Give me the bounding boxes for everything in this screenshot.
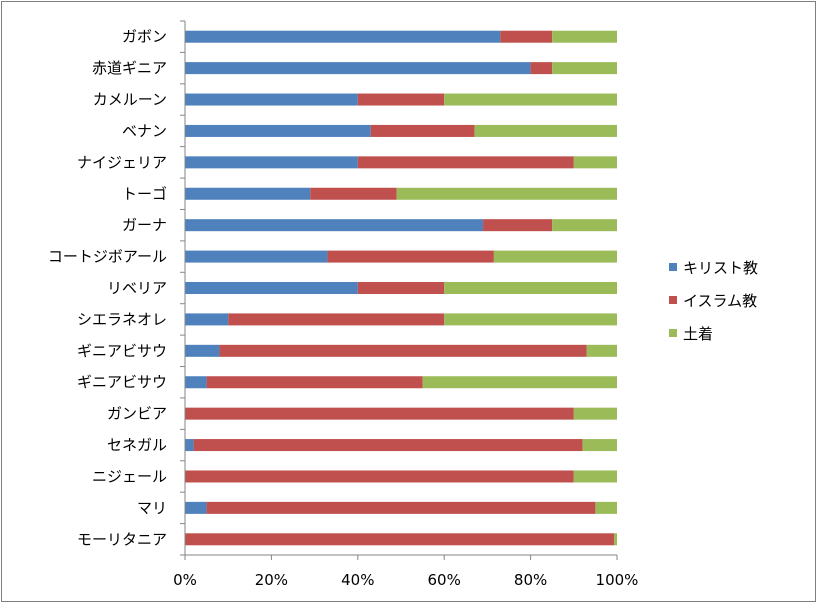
x-tick-label: 100% [596,571,639,589]
bar-segment-3 [552,62,617,75]
bar-segment-3 [396,187,617,200]
bar-segment-3 [582,439,617,452]
bar-segment-2 [500,30,553,43]
bar-segment-3 [573,156,617,169]
tick-labels: 0% 20% 40% 60% 80% 100% [173,571,638,589]
bar-segment-1 [185,439,194,452]
legend-label: キリスト教 [683,259,758,277]
bar-segment-3 [552,30,617,43]
legend-label: 土着 [683,325,713,343]
bar-segment-2 [370,124,475,137]
bar-segment-1 [185,187,311,200]
bar-segment-1 [185,313,229,326]
bar-segment-3 [573,407,617,420]
bar-segment-2 [206,501,596,514]
x-tick-label: 60% [428,571,461,589]
bar-segment-1 [185,219,484,232]
bar-segment-2 [357,282,445,294]
bar-segment-2 [185,470,574,483]
category-label: ギニアビサウ [77,342,167,360]
category-label: トーゴ [122,185,167,203]
category-label: マリ [137,499,167,517]
bar-segment-3 [552,219,617,232]
bar-segment-1 [185,62,531,75]
bar-segment-2 [228,313,445,326]
bar-segment-3 [586,344,617,357]
bar-segment-2 [185,407,574,420]
bar-segment-1 [185,156,358,169]
bar-segment-1 [185,124,371,137]
bar-segment-2 [185,533,614,546]
x-tick-label: 0% [173,571,197,589]
x-tick-label: 40% [341,571,374,589]
category-label: コートジボアール [48,248,167,266]
bar-segment-3 [444,282,617,294]
category-label: ガボン [122,28,167,46]
bar-segment-2 [327,250,494,263]
category-label: ナイジェリア [77,153,167,171]
bar-segment-2 [530,62,553,75]
bar-segment-1 [185,344,220,357]
bar-segment-2 [483,219,553,232]
category-label: ガーナ [122,216,167,234]
bar-segment-3 [493,250,617,263]
bar-segment-1 [185,250,328,263]
x-tick-label: 80% [514,571,547,589]
x-tick-label: 20% [255,571,288,589]
category-label: ギニアビサウ [77,373,167,391]
bar-segment-2 [310,187,397,200]
axes-layer [180,20,618,560]
bar-segment-2 [193,439,583,452]
category-label: セネガル [107,436,167,454]
bar-segment-1 [185,30,501,43]
bar-segment-2 [206,376,423,389]
category-label: カメルーン [93,91,167,109]
bar-segment-1 [185,501,207,514]
bars-layer [185,30,617,546]
category-label: 赤道ギニア [92,59,167,77]
bar-segment-1 [185,93,358,106]
category-label: ニジェール [92,467,167,485]
bar-segment-3 [613,533,617,546]
bar-segment-3 [573,470,617,483]
bar-segment-1 [185,282,358,294]
bar-segment-2 [357,93,445,106]
bar-segment-1 [185,376,207,389]
bar-segment-3 [474,124,617,137]
bar-segment-2 [219,344,587,357]
bar-segment-3 [444,93,617,106]
legend-swatch [669,263,677,271]
bar-segment-2 [357,156,574,169]
bar-segment-3 [444,313,617,326]
bar-segment-3 [422,376,617,389]
category-label: シエラネオレ [77,310,167,328]
category-label: ガンビア [107,405,167,423]
category-label: ベナン [122,122,167,140]
category-label: リベリア [107,279,167,297]
legend-label: イスラム教 [683,292,757,310]
legend-swatch [669,296,677,304]
category-label: モーリタニア [77,530,167,548]
category-labels: ガボン赤道ギニアカメルーンベナンナイジェリアトーゴガーナコートジボアールリベリア… [48,28,167,549]
bar-segment-3 [595,501,617,514]
legend-swatch [669,329,677,337]
